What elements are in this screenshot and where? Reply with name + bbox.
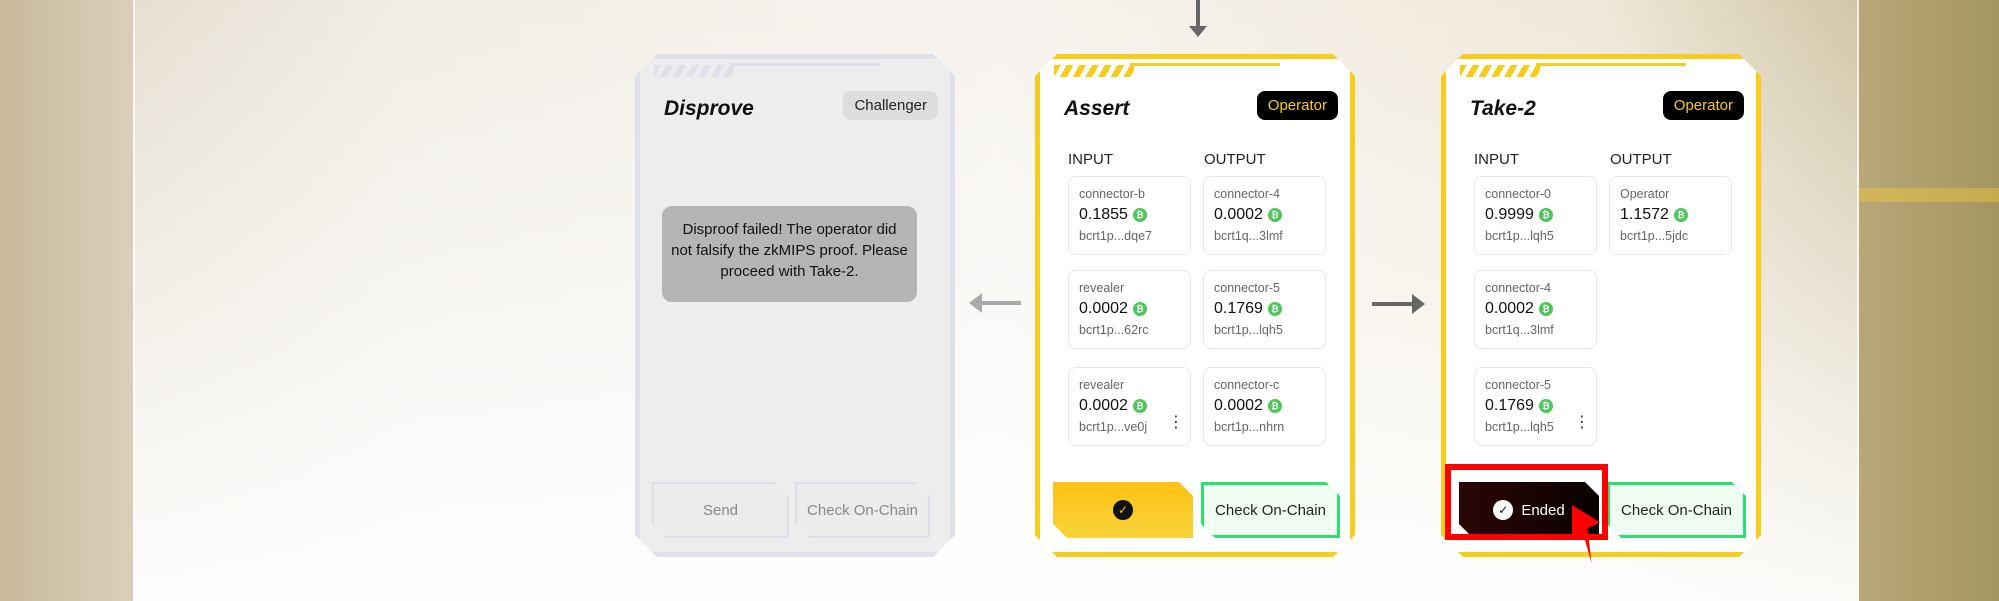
input-utxo[interactable]: connector-5 0.1769 ₿ bcrt1p...lqh5 ⋮ — [1474, 367, 1597, 446]
check-circle-icon: ✓ — [1113, 500, 1133, 520]
bitcoin-icon: ₿ — [1539, 208, 1553, 222]
bitcoin-icon: ₿ — [1268, 208, 1282, 222]
utxo-name: connector-b — [1079, 187, 1146, 201]
role-badge: Operator — [1663, 91, 1744, 120]
utxo-address[interactable]: bcrt1p...dqe7 — [1079, 229, 1152, 243]
more-options-icon[interactable]: ⋮ — [1168, 414, 1184, 431]
card-title: Take-2 — [1470, 97, 1536, 120]
card-hatch-decoration — [1054, 65, 1134, 77]
status-label: Ended — [1521, 501, 1565, 519]
utxo-amount: 0.0002 — [1079, 300, 1128, 317]
role-badge: Challenger — [843, 91, 938, 120]
card-title: Assert — [1064, 97, 1130, 120]
utxo-amount-row: 1.1572 ₿ — [1620, 206, 1721, 224]
utxo-amount-row: 0.9999 ₿ — [1485, 206, 1586, 224]
utxo-amount: 0.9999 — [1485, 206, 1534, 223]
status-message: Disproof failed! The operator did not fa… — [662, 206, 917, 302]
card-hatch-decoration — [654, 65, 734, 77]
utxo-name: Operator — [1620, 187, 1670, 201]
utxo-amount: 0.0002 — [1079, 397, 1128, 414]
utxo-amount: 0.1855 — [1079, 206, 1128, 223]
arrow-down-head — [1189, 26, 1207, 37]
input-utxo[interactable]: revealer 0.0002 ₿ bcrt1p...62rc — [1068, 270, 1191, 349]
input-utxo[interactable]: connector-0 0.9999 ₿ bcrt1p...lqh5 — [1474, 176, 1597, 255]
status-button[interactable]: ✓ — [1053, 482, 1193, 538]
utxo-address[interactable]: bcrt1p...5jdc — [1620, 229, 1689, 243]
utxo-amount-row: 0.0002 ₿ — [1214, 397, 1315, 415]
utxo-name: connector-c — [1214, 378, 1280, 392]
highlight-box — [1445, 464, 1608, 540]
utxo-amount-row: 0.0002 ₿ — [1214, 206, 1315, 224]
output-utxo[interactable]: Operator 1.1572 ₿ bcrt1p...5jdc — [1609, 176, 1732, 255]
arrow-down-icon — [1196, 0, 1200, 30]
utxo-amount-row: 0.1855 ₿ — [1079, 206, 1180, 224]
utxo-amount-row: 0.0002 ₿ — [1079, 300, 1180, 318]
input-label: INPUT — [1068, 151, 1113, 168]
utxo-address[interactable]: bcrt1q...3lmf — [1485, 323, 1554, 337]
utxo-name: connector-5 — [1214, 281, 1281, 295]
utxo-address[interactable]: bcrt1q...3lmf — [1214, 229, 1283, 243]
bitcoin-icon: ₿ — [1539, 399, 1553, 413]
background-decoration — [1859, 188, 1999, 202]
card-take-2: Take-2 Operator INPUT OUTPUT connector-0 0.99… — [1441, 54, 1761, 557]
utxo-amount-row: 0.0002 ₿ — [1485, 300, 1586, 318]
utxo-name: connector-4 — [1214, 187, 1281, 201]
card-disprove: Disprove Challenger Disproof failed! The o… — [635, 54, 955, 557]
check-circle-icon: ✓ — [1493, 500, 1513, 520]
check-on-chain-button[interactable]: Check On-Chain — [795, 482, 930, 538]
utxo-address[interactable]: bcrt1p...lqh5 — [1485, 229, 1554, 243]
utxo-amount-row: 0.0002 ₿ — [1079, 397, 1180, 415]
output-label: OUTPUT — [1610, 151, 1672, 168]
input-utxo[interactable]: connector-b 0.1855 ₿ bcrt1p...dqe7 — [1068, 176, 1191, 255]
bitcoin-icon: ₿ — [1133, 399, 1147, 413]
card-top-line — [730, 63, 880, 66]
role-badge: Operator — [1257, 91, 1338, 120]
bitcoin-icon: ₿ — [1674, 208, 1688, 222]
utxo-amount-row: 0.1769 ₿ — [1485, 397, 1586, 415]
output-utxo[interactable]: connector-5 0.1769 ₿ bcrt1p...lqh5 — [1203, 270, 1326, 349]
input-utxo[interactable]: connector-4 0.0002 ₿ bcrt1q...3lmf — [1474, 270, 1597, 349]
utxo-name: connector-4 — [1485, 281, 1552, 295]
output-utxo[interactable]: connector-c 0.0002 ₿ bcrt1p...nhrn — [1203, 367, 1326, 446]
output-label: OUTPUT — [1204, 151, 1266, 168]
utxo-amount: 0.0002 — [1214, 206, 1263, 223]
utxo-address[interactable]: bcrt1p...nhrn — [1214, 420, 1285, 434]
output-utxo[interactable]: connector-4 0.0002 ₿ bcrt1q...3lmf — [1203, 176, 1326, 255]
card-top-line — [1536, 63, 1686, 66]
bitcoin-icon: ₿ — [1268, 399, 1282, 413]
bitcoin-icon: ₿ — [1539, 302, 1553, 316]
card-assert: Assert Operator INPUT OUTPUT connector-b 0.18… — [1035, 54, 1355, 557]
utxo-address[interactable]: bcrt1p...lqh5 — [1214, 323, 1283, 337]
card-title: Disprove — [664, 97, 754, 120]
utxo-name: connector-0 — [1485, 187, 1552, 201]
utxo-name: connector-5 — [1485, 378, 1552, 392]
more-options-icon[interactable]: ⋮ — [1574, 414, 1590, 431]
card-hatch-decoration — [1460, 65, 1540, 77]
utxo-address[interactable]: bcrt1p...62rc — [1079, 323, 1149, 337]
utxo-amount: 0.1769 — [1214, 300, 1263, 317]
bitcoin-icon: ₿ — [1133, 208, 1147, 222]
utxo-address[interactable]: bcrt1p...ve0j — [1079, 420, 1148, 434]
utxo-name: revealer — [1079, 281, 1125, 295]
bitcoin-icon: ₿ — [1268, 302, 1282, 316]
utxo-name: revealer — [1079, 378, 1125, 392]
utxo-amount: 0.0002 — [1485, 300, 1534, 317]
utxo-address[interactable]: bcrt1p...lqh5 — [1485, 420, 1554, 434]
card-top-line — [1130, 63, 1280, 66]
input-label: INPUT — [1474, 151, 1519, 168]
check-on-chain-button[interactable]: Check On-Chain — [1201, 482, 1340, 538]
utxo-amount: 0.0002 — [1214, 397, 1263, 414]
utxo-amount-row: 0.1769 ₿ — [1214, 300, 1315, 318]
bitcoin-icon: ₿ — [1133, 302, 1147, 316]
utxo-amount: 1.1572 — [1620, 206, 1669, 223]
send-button[interactable]: Send — [652, 482, 789, 538]
input-utxo[interactable]: revealer 0.0002 ₿ bcrt1p...ve0j ⋮ — [1068, 367, 1191, 446]
utxo-amount: 0.1769 — [1485, 397, 1534, 414]
check-on-chain-button[interactable]: Check On-Chain — [1607, 482, 1746, 538]
